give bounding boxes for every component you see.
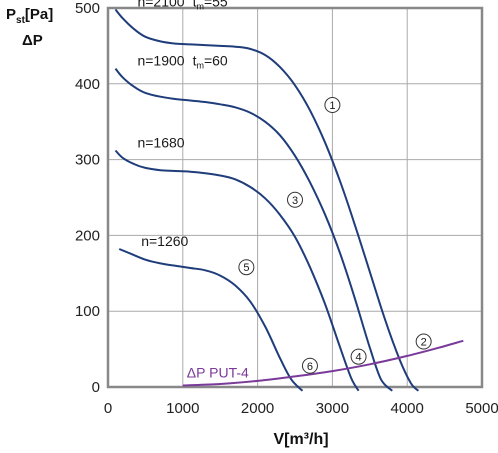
curve-marker-number: 6 [307, 361, 313, 373]
series-line [114, 68, 393, 392]
axis-ticks: 0 1000 2000 3000 4000 5000 0 100 200 300 400 500 [75, 0, 498, 417]
y-tick-label: 0 [92, 379, 100, 396]
curve-marker-number: 1 [329, 100, 335, 112]
series-line [182, 339, 464, 387]
x-tick-label: 5000 [465, 400, 498, 417]
x-tick-label: 3000 [316, 400, 349, 417]
curve-marker-number: 5 [243, 262, 249, 274]
curve-markers: 1 2 3 4 5 6 [238, 97, 432, 374]
curve-marker-number: 3 [292, 195, 298, 207]
x-tick-label: 2000 [241, 400, 274, 417]
y-tick-label: 200 [75, 227, 100, 244]
series-label: n=1900 tm=60 [137, 53, 227, 71]
series-line [114, 149, 360, 392]
y-tick-label: 300 [75, 152, 100, 169]
curve-group: n=2100 tm=55 n=1900 tm=60 n=1680 n=1260 ΔP PUT… [114, 0, 464, 392]
series-label: ΔP PUT-4 [187, 364, 249, 380]
curve-marker-circle [350, 348, 367, 365]
y-tick-label: 500 [75, 0, 100, 17]
x-axis-label: V[m³/h] [273, 431, 328, 448]
y-axis-label-line1: Pst[Pa] [6, 6, 53, 26]
series-line [118, 248, 304, 392]
series-label: n=1260 [141, 233, 188, 249]
x-tick-label: 1000 [166, 400, 199, 417]
x-tick-label: 0 [104, 400, 112, 417]
series-line [114, 8, 420, 392]
series-label: n=1680 [137, 135, 184, 151]
y-tick-label: 100 [75, 303, 100, 320]
curve-marker-number: 4 [356, 352, 362, 364]
curve-marker-number: 2 [421, 337, 427, 349]
x-tick-label: 4000 [391, 400, 424, 417]
series-label: n=2100 tm=55 [137, 0, 227, 12]
curve-marker-circle [287, 191, 303, 208]
y-tick-label: 400 [75, 76, 100, 93]
curve-marker-circle [238, 259, 255, 276]
curve-marker-circle [415, 333, 432, 350]
curve-marker-circle [324, 97, 341, 114]
curve-marker-circle [301, 357, 318, 374]
y-axis-label-line2: ΔP [22, 32, 43, 49]
plot-frame [106, 6, 484, 389]
